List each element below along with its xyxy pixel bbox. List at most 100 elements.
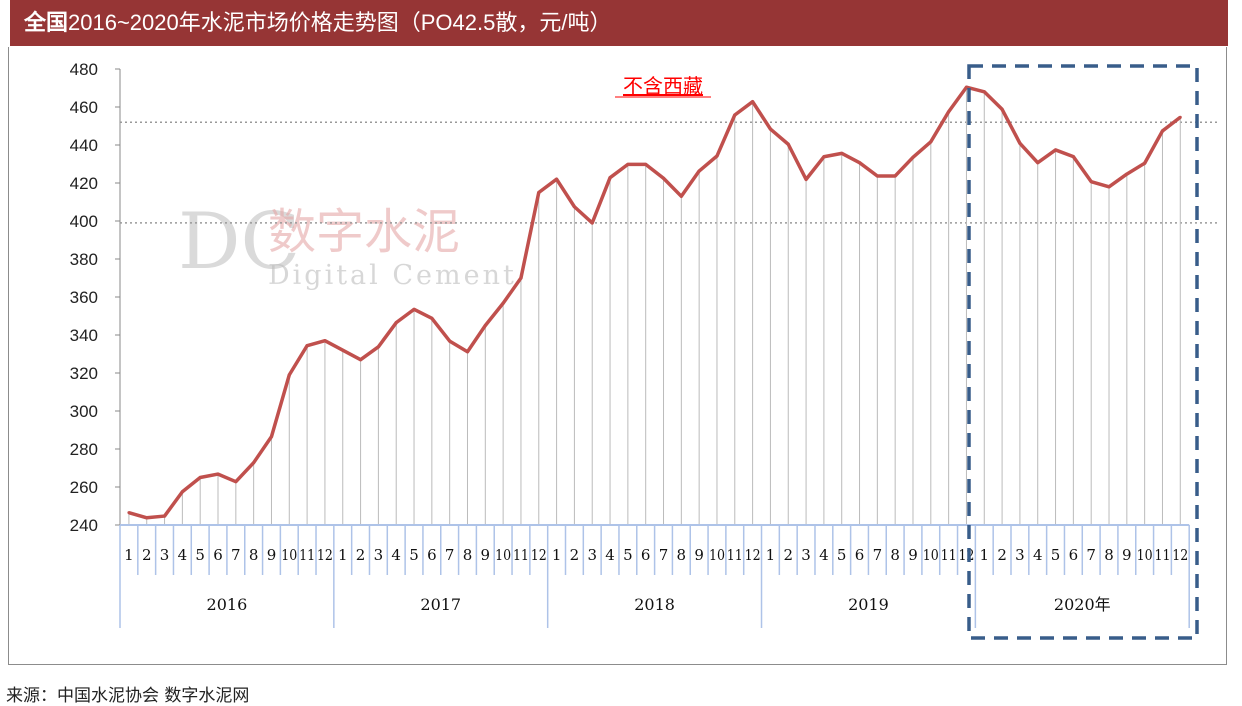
highlight-box-2020 xyxy=(967,64,1199,640)
month-label: 4 xyxy=(391,546,401,564)
data-point xyxy=(733,113,737,117)
data-point xyxy=(483,324,487,327)
month-label: 9 xyxy=(694,546,704,564)
month-label: 8 xyxy=(677,546,687,564)
y-tick-label: 280 xyxy=(70,440,98,459)
data-point xyxy=(394,321,398,325)
month-label: 11 xyxy=(1154,546,1170,564)
data-point xyxy=(1143,161,1147,165)
data-point xyxy=(626,162,630,166)
month-label: 7 xyxy=(1086,546,1096,564)
y-tick-label: 480 xyxy=(70,60,98,79)
month-label: 11 xyxy=(941,546,957,564)
month-label: 12 xyxy=(958,546,974,564)
year-label: 2019 xyxy=(848,595,889,614)
month-label: 3 xyxy=(1015,546,1025,564)
month-label: 7 xyxy=(445,546,455,564)
data-point xyxy=(1125,172,1129,176)
month-label: 2 xyxy=(997,546,1007,564)
month-label: 3 xyxy=(801,546,811,564)
y-tick-label: 340 xyxy=(70,326,98,345)
month-label: 5 xyxy=(195,546,205,564)
month-label: 10 xyxy=(1137,546,1153,564)
month-label: 6 xyxy=(427,546,437,564)
month-label: 4 xyxy=(819,546,829,564)
data-point xyxy=(840,151,844,155)
data-point xyxy=(929,140,933,144)
month-label: 8 xyxy=(890,546,900,564)
month-label: 5 xyxy=(837,546,847,564)
data-point xyxy=(1018,141,1022,145)
data-point xyxy=(269,435,273,439)
data-point xyxy=(947,110,951,114)
year-label: 2016 xyxy=(207,595,248,614)
data-point xyxy=(768,127,772,131)
month-label: 6 xyxy=(641,546,651,564)
month-label: 9 xyxy=(481,546,491,564)
month-label: 4 xyxy=(1033,546,1043,564)
data-point xyxy=(572,205,576,209)
data-point xyxy=(501,301,505,305)
data-point xyxy=(804,177,808,181)
data-point xyxy=(163,514,167,518)
data-point xyxy=(376,345,380,349)
data-point xyxy=(875,174,879,178)
data-point xyxy=(305,344,309,348)
month-label: 5 xyxy=(409,546,419,564)
month-label: 8 xyxy=(463,546,473,564)
data-point xyxy=(858,161,862,165)
month-label: 1 xyxy=(338,546,348,564)
data-point xyxy=(287,373,291,377)
data-point xyxy=(786,142,790,146)
data-point xyxy=(822,155,826,159)
year-label: 2017 xyxy=(420,595,461,614)
month-label: 6 xyxy=(1069,546,1079,564)
month-label: 6 xyxy=(855,546,865,564)
y-tick-label: 400 xyxy=(70,212,98,231)
y-tick-label: 460 xyxy=(70,98,98,117)
month-label: 5 xyxy=(623,546,633,564)
data-point xyxy=(198,476,202,479)
month-label: 11 xyxy=(299,546,315,564)
watermark-logo: DC xyxy=(178,197,300,287)
month-label: 6 xyxy=(213,546,223,564)
data-point xyxy=(1089,180,1093,184)
data-point xyxy=(608,176,612,180)
month-label: 7 xyxy=(231,546,241,564)
data-point xyxy=(448,339,452,343)
y-tick-label: 300 xyxy=(70,402,98,421)
month-label: 1 xyxy=(979,546,989,564)
data-point xyxy=(1107,185,1111,189)
title-text: 2016~2020年水泥市场价格走势图（PO42.5散，元/吨） xyxy=(68,10,612,35)
data-point xyxy=(662,176,666,180)
data-point xyxy=(715,154,719,158)
month-label: 12 xyxy=(317,546,333,564)
chart-title: 全国2016~2020年水泥市场价格走势图（PO42.5散，元/吨） xyxy=(10,0,1228,46)
price-line xyxy=(128,85,1182,520)
y-tick-label: 420 xyxy=(70,174,98,193)
data-point xyxy=(1071,155,1075,159)
data-point xyxy=(465,350,469,354)
data-point xyxy=(911,155,915,159)
month-label: 10 xyxy=(281,546,297,564)
data-point xyxy=(751,100,755,104)
month-label: 10 xyxy=(709,546,725,564)
month-label: 7 xyxy=(659,546,669,564)
data-point xyxy=(519,276,523,280)
month-label: 12 xyxy=(531,546,547,564)
data-point xyxy=(1178,115,1182,119)
month-label: 2 xyxy=(570,546,580,564)
annotation-text: 不含西藏 xyxy=(623,74,703,98)
data-point xyxy=(1054,148,1058,152)
data-point xyxy=(590,221,594,225)
month-label: 9 xyxy=(908,546,918,564)
y-tick-label: 240 xyxy=(70,516,98,535)
month-label: 2 xyxy=(142,546,152,564)
data-point xyxy=(964,85,968,89)
data-point xyxy=(537,191,541,194)
data-point xyxy=(1000,107,1004,111)
data-point xyxy=(893,174,897,178)
month-label: 1 xyxy=(124,546,134,564)
month-label: 4 xyxy=(178,546,188,564)
